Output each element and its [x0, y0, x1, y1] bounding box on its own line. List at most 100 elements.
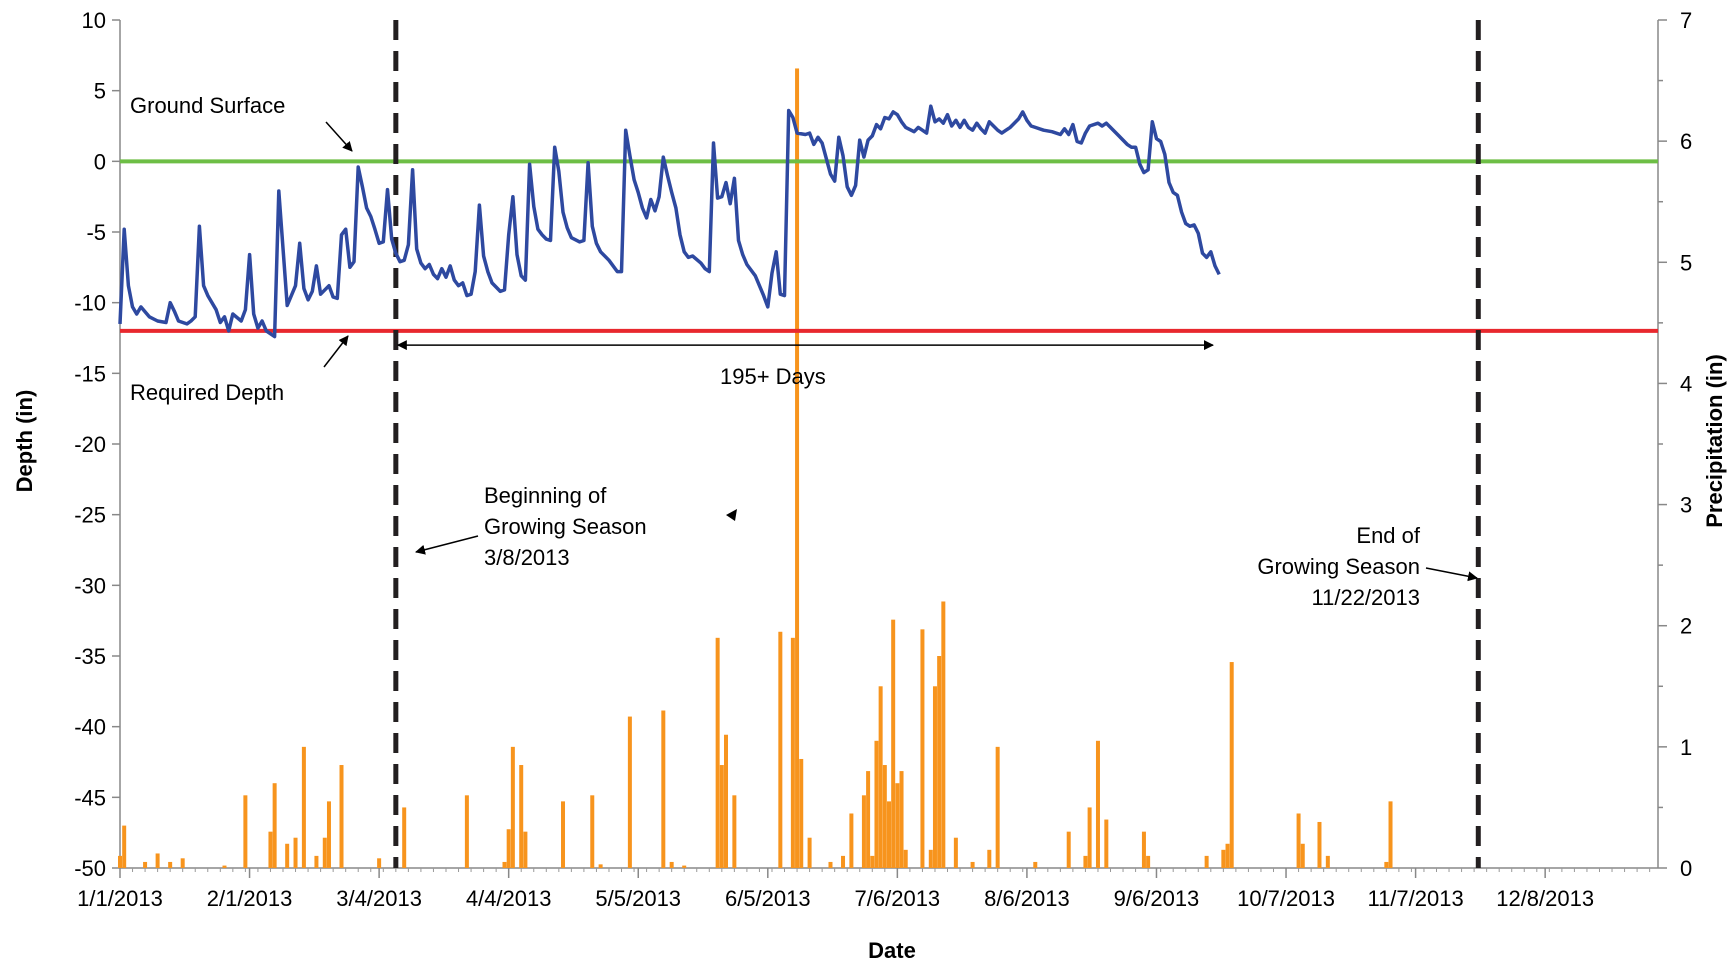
- precip-bar: [1146, 855, 1151, 868]
- precip-bar: [778, 631, 783, 868]
- precip-bar: [732, 795, 737, 868]
- end-season-label-2: Growing Season: [1257, 554, 1420, 579]
- precip-bar: [561, 801, 566, 868]
- precip-bar: [1300, 843, 1305, 868]
- precip-bar: [932, 686, 937, 868]
- y-left-tick-label: 10: [82, 8, 106, 33]
- precip-bar: [1296, 813, 1301, 868]
- precip-bar: [627, 716, 632, 868]
- precip-bar: [590, 795, 595, 868]
- stray-arrowhead-icon: [726, 509, 737, 521]
- y-right-tick-label: 2: [1680, 614, 1692, 639]
- x-tick-label: 9/6/2013: [1114, 886, 1200, 911]
- precip-bar: [970, 861, 975, 868]
- precip-bar: [861, 795, 866, 868]
- precip-bar: [1221, 849, 1226, 868]
- y-left-tick-label: -10: [74, 291, 106, 316]
- y-left-tick-label: -45: [74, 785, 106, 810]
- precip-bar: [1388, 801, 1393, 868]
- required-depth-label: Required Depth: [130, 380, 284, 405]
- precip-bar: [326, 801, 331, 868]
- x-tick-label: 7/6/2013: [855, 886, 941, 911]
- precip-bar: [118, 855, 122, 868]
- precip-bar: [510, 746, 515, 868]
- precip-bar: [682, 865, 687, 868]
- y-axis-left-title: Depth (in): [12, 390, 37, 493]
- y-right-tick-label: 7: [1680, 8, 1692, 33]
- precip-bar: [1384, 861, 1389, 868]
- span-days-label: 195+ Days: [720, 364, 826, 389]
- y-right-tick-label: 4: [1680, 371, 1692, 396]
- precip-bar: [719, 765, 724, 868]
- y-left-tick-label: -15: [74, 361, 106, 386]
- precip-bar: [887, 801, 891, 868]
- precip-bar: [1095, 740, 1100, 868]
- y-left-tick-label: -5: [86, 220, 106, 245]
- y-left-tick-label: -20: [74, 432, 106, 457]
- y-right-tick-label: 3: [1680, 493, 1692, 518]
- precip-bar: [523, 831, 528, 868]
- y-left-tick-label: -35: [74, 644, 106, 669]
- precip-bar: [272, 783, 277, 868]
- precip-bar: [301, 746, 306, 868]
- end-season-pointer: [1425, 567, 1478, 582]
- x-axis-title: Date: [868, 938, 916, 963]
- precip-bar: [243, 795, 248, 868]
- precip-bar: [895, 783, 900, 868]
- precip-bar: [464, 795, 469, 868]
- begin-season-pointer: [415, 535, 479, 555]
- required-depth-pointer: [323, 335, 349, 368]
- x-tick-label: 11/7/2013: [1367, 886, 1463, 911]
- precip-bar: [807, 837, 812, 868]
- x-tick-label: 10/7/2013: [1237, 886, 1335, 911]
- precip-bar: [155, 853, 160, 868]
- y-left-tick-label: -50: [74, 856, 106, 881]
- precip-bar: [143, 861, 148, 868]
- precip-bar: [1083, 855, 1088, 868]
- precip-bar: [314, 855, 319, 868]
- precip-bar: [715, 637, 720, 868]
- x-tick-label: 4/4/2013: [466, 886, 552, 911]
- precip-bar: [866, 771, 871, 868]
- precip-bar: [828, 861, 833, 868]
- precip-bar: [402, 807, 407, 868]
- precip-bar: [920, 629, 925, 868]
- precip-bar: [1033, 861, 1038, 868]
- end-season-label-3: 11/22/2013: [1312, 585, 1420, 610]
- precip-bar: [268, 831, 273, 868]
- precip-bar: [899, 771, 904, 868]
- precip-bar: [799, 758, 804, 868]
- precip-bar: [995, 746, 1000, 868]
- ground-surface-label: Ground Surface: [130, 93, 285, 118]
- precip-bar: [903, 849, 908, 868]
- y-axis-right-title: Precipitation (in): [1702, 354, 1727, 528]
- x-tick-label: 12/8/2013: [1496, 886, 1594, 911]
- precip-bar: [891, 619, 896, 868]
- precip-bar: [1087, 807, 1092, 868]
- precip-bar: [1229, 662, 1234, 868]
- precip-bar: [1325, 855, 1330, 868]
- precip-bar: [669, 861, 674, 868]
- x-tick-label: 3/4/2013: [336, 886, 422, 911]
- precip-bar: [598, 864, 603, 868]
- precip-bar: [1141, 831, 1146, 868]
- x-tick-label: 6/5/2013: [725, 886, 811, 911]
- precip-bar: [1104, 819, 1109, 868]
- y-left-tick-label: 5: [94, 79, 106, 104]
- begin-season-label-2: Growing Season: [484, 514, 647, 539]
- x-tick-label: 1/1/2013: [77, 886, 163, 911]
- precip-bar: [1317, 821, 1322, 868]
- precip-bar: [122, 825, 127, 868]
- precip-bar: [502, 861, 507, 868]
- y-right-tick-label: 1: [1680, 735, 1692, 760]
- x-tick-label: 2/1/2013: [207, 886, 293, 911]
- x-tick-label: 8/6/2013: [984, 886, 1070, 911]
- precip-bar: [293, 837, 298, 868]
- precip-bar: [724, 734, 729, 868]
- precip-bar: [168, 861, 173, 868]
- precip-bar: [180, 858, 185, 868]
- y-left-tick-label: 0: [94, 149, 106, 174]
- precip-bar: [285, 843, 290, 868]
- y-right-tick-label: 6: [1680, 129, 1692, 154]
